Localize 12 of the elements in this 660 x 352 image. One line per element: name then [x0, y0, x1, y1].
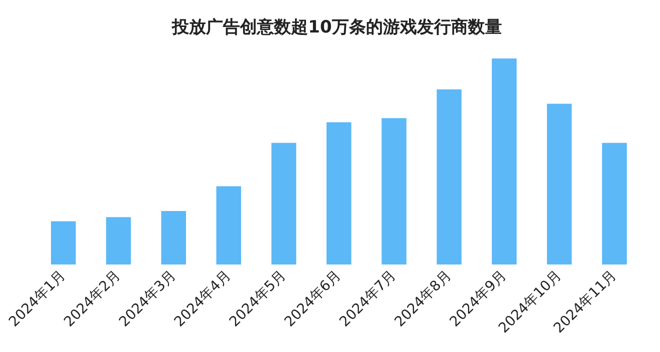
bar — [436, 89, 462, 265]
bar — [326, 122, 352, 265]
bar — [492, 58, 517, 265]
bar — [382, 118, 406, 265]
bar — [546, 104, 572, 265]
bar — [106, 217, 131, 265]
bar — [602, 142, 627, 265]
chart-title: 投放广告创意数超10万条的游戏发行商数量 — [171, 18, 502, 38]
bar — [216, 186, 242, 265]
bar — [271, 142, 296, 265]
bar — [161, 210, 186, 265]
bar — [50, 221, 76, 265]
